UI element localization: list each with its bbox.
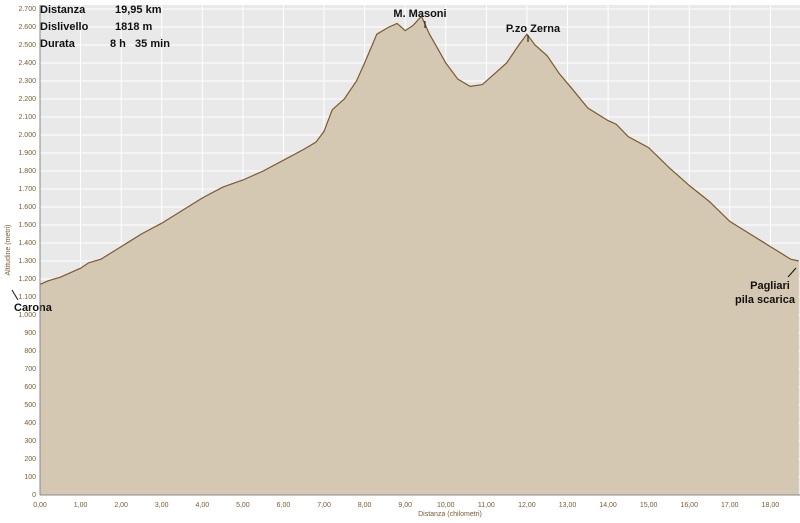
x-tick-label: 15,00	[640, 502, 658, 509]
x-tick-label: 6,00	[277, 502, 291, 509]
y-tick-label: 1.000	[18, 312, 36, 319]
y-tick-label: 1.800	[18, 168, 36, 175]
y-tick-label: 100	[24, 474, 36, 481]
x-tick-label: 10,00	[437, 502, 455, 509]
x-tick-label: 18,00	[762, 502, 780, 509]
y-tick-label: 600	[24, 384, 36, 391]
annotation-pointer	[787, 267, 797, 278]
x-tick-label: 5,00	[236, 502, 250, 509]
annotation: Carona	[14, 302, 53, 314]
y-tick-label: 2.400	[18, 60, 36, 67]
summary-value: 19,95 km	[115, 4, 162, 16]
annotation: pila scarica	[735, 294, 796, 306]
annotation-pointer	[11, 289, 19, 301]
summary-label: Distanza	[40, 4, 86, 16]
y-tick-label: 1.900	[18, 150, 36, 157]
x-tick-label: 3,00	[155, 502, 169, 509]
y-tick-label: 2.100	[18, 114, 36, 121]
x-tick-label: 13,00	[559, 502, 577, 509]
summary-value: 8 h 35 min	[110, 38, 170, 50]
y-tick-label: 2.500	[18, 42, 36, 49]
y-tick-label: 2.300	[18, 78, 36, 85]
annotation: P.zo Zerna	[506, 23, 561, 35]
y-tick-label: 700	[24, 366, 36, 373]
y-tick-label: 1.200	[18, 276, 36, 283]
y-tick-label: 0	[32, 492, 36, 499]
summary-box: Distanza 19,95 km Dislivello 1818 m Dura…	[40, 4, 170, 50]
y-tick-label: 900	[24, 330, 36, 337]
y-tick-label: 200	[24, 456, 36, 463]
x-tick-label: 11,00	[478, 502, 495, 509]
x-tick-label: 7,00	[317, 502, 331, 509]
y-tick-label: 1.100	[18, 294, 36, 301]
annotation: M. Masoni	[393, 8, 446, 20]
y-tick-label: 1.300	[18, 258, 36, 265]
y-tick-label: 1.500	[18, 222, 36, 229]
y-tick-label: 300	[24, 438, 36, 445]
summary-label: Dislivello	[40, 21, 89, 33]
x-axis-title: Distanza (chilometri)	[418, 511, 482, 518]
x-tick-label: 0,00	[33, 502, 47, 509]
x-tick-label: 2,00	[114, 502, 128, 509]
summary-label: Durata	[40, 38, 76, 50]
summary-value: 1818 m	[115, 21, 153, 33]
x-tick-label: 16,00	[680, 502, 698, 509]
y-tick-label: 400	[24, 420, 36, 427]
y-tick-label: 1.600	[18, 204, 36, 211]
y-tick-label: 800	[24, 348, 36, 355]
x-tick-label: 17,00	[721, 502, 739, 509]
line	[39, 15, 799, 285]
annotation: Pagliari	[750, 280, 790, 292]
y-axis-title: Altitudine (metri)	[5, 225, 12, 276]
x-tick-label: 8,00	[358, 502, 372, 509]
y-tick-label: 2.700	[18, 6, 36, 13]
x-tick-label: 12,00	[518, 502, 536, 509]
plot	[39, 15, 799, 495]
y-tick-label: 1.700	[18, 186, 36, 193]
area	[40, 16, 799, 495]
y-tick-label: 500	[24, 402, 36, 409]
x-tick-label: 4,00	[195, 502, 209, 509]
y-tick-label: 1.400	[18, 240, 36, 247]
x-tick-label: 14,00	[599, 502, 617, 509]
y-tick-label: 2.000	[18, 132, 36, 139]
x-tick-label: 9,00	[398, 502, 412, 509]
y-tick-label: 2.200	[18, 96, 36, 103]
x-tick-label: 1,00	[74, 502, 88, 509]
annotations: M. Masoni P.zo Zerna Carona Pagliari pil…	[11, 8, 797, 314]
y-tick-label: 2.600	[18, 24, 36, 31]
